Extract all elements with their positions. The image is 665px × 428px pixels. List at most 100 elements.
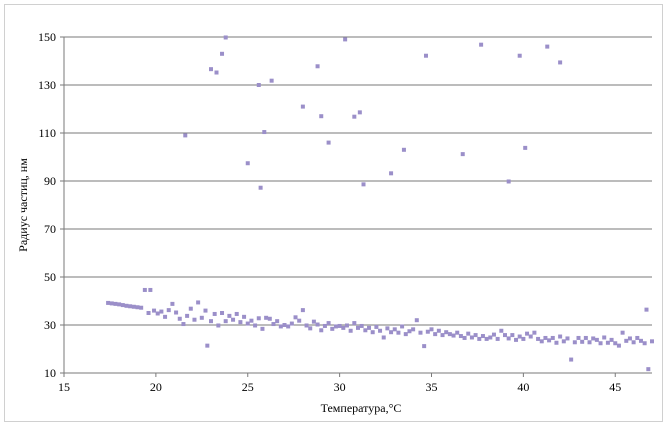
data-point xyxy=(602,335,607,340)
data-point xyxy=(389,330,394,335)
data-point xyxy=(330,326,335,331)
data-point xyxy=(378,328,383,333)
data-point xyxy=(205,343,210,348)
data-point xyxy=(517,53,522,58)
data-point xyxy=(576,335,581,340)
data-point xyxy=(203,308,208,313)
data-point xyxy=(260,326,265,331)
data-point xyxy=(499,328,504,333)
y-tick-label: 30 xyxy=(44,318,56,332)
data-point xyxy=(644,307,649,312)
data-point xyxy=(423,53,428,58)
data-point xyxy=(367,325,372,330)
data-point xyxy=(359,323,364,328)
data-point xyxy=(159,309,164,314)
data-point xyxy=(319,114,324,119)
data-point xyxy=(411,327,416,332)
data-point xyxy=(170,301,175,306)
data-point xyxy=(381,335,386,340)
data-point xyxy=(315,322,320,327)
x-tick-label: 40 xyxy=(517,380,529,394)
data-point xyxy=(484,336,489,341)
data-point xyxy=(139,305,144,310)
data-point xyxy=(444,330,449,335)
data-point xyxy=(293,315,298,320)
y-tick-label: 90 xyxy=(44,174,56,188)
data-point xyxy=(525,331,530,336)
data-point xyxy=(231,317,236,322)
data-point xyxy=(253,323,258,328)
data-point xyxy=(275,319,280,324)
data-point xyxy=(223,319,228,324)
data-point xyxy=(326,321,331,326)
data-point xyxy=(311,319,316,324)
data-point xyxy=(300,104,305,109)
data-point xyxy=(455,330,460,335)
data-point xyxy=(506,179,511,184)
data-point xyxy=(142,287,147,292)
data-point xyxy=(642,341,647,346)
data-point xyxy=(539,339,544,344)
data-point xyxy=(183,133,188,138)
data-point xyxy=(514,337,519,342)
data-point xyxy=(547,338,552,343)
data-point xyxy=(488,335,493,340)
x-tick-label: 15 xyxy=(58,380,70,394)
data-point xyxy=(269,78,274,83)
data-point xyxy=(620,330,625,335)
data-point xyxy=(128,304,133,309)
data-point xyxy=(227,313,232,318)
data-point xyxy=(199,315,204,320)
data-point xyxy=(591,336,596,341)
data-point xyxy=(561,339,566,344)
y-tick-label: 150 xyxy=(38,30,56,44)
points-layer xyxy=(106,35,654,372)
data-point xyxy=(385,326,390,331)
data-point xyxy=(363,328,368,333)
data-point xyxy=(374,324,379,329)
data-point xyxy=(361,182,366,187)
data-point xyxy=(469,335,474,340)
data-point xyxy=(400,324,405,329)
data-point xyxy=(650,339,654,344)
y-tick-label: 50 xyxy=(44,270,56,284)
data-point xyxy=(473,333,478,338)
data-point xyxy=(462,335,467,340)
data-point xyxy=(506,336,511,341)
data-point xyxy=(135,305,140,310)
data-point xyxy=(429,327,434,332)
data-point xyxy=(418,330,423,335)
data-point xyxy=(392,327,397,332)
data-point xyxy=(308,326,313,331)
data-point xyxy=(343,37,348,42)
data-point xyxy=(258,185,263,190)
x-axis-label: Температура,°С xyxy=(321,401,402,415)
data-point xyxy=(155,311,160,316)
data-point xyxy=(113,301,118,306)
y-tick-label: 70 xyxy=(44,222,56,236)
data-point xyxy=(333,324,338,329)
data-point xyxy=(401,147,406,152)
data-point xyxy=(109,301,114,306)
data-point xyxy=(262,130,267,135)
data-point xyxy=(598,341,603,346)
data-point xyxy=(220,51,225,56)
x-tick-label: 25 xyxy=(242,380,254,394)
data-point xyxy=(163,314,168,319)
data-point xyxy=(447,332,452,337)
data-point xyxy=(523,145,528,150)
data-point xyxy=(624,338,629,343)
data-point xyxy=(583,335,588,340)
data-point xyxy=(554,340,559,345)
data-point xyxy=(510,333,515,338)
data-point xyxy=(396,330,401,335)
data-point xyxy=(569,357,574,362)
data-point xyxy=(271,322,276,327)
data-point xyxy=(188,306,193,311)
data-point xyxy=(146,311,151,315)
data-point xyxy=(631,340,636,345)
data-point xyxy=(166,308,171,313)
data-point xyxy=(174,310,179,315)
data-point xyxy=(609,337,614,342)
